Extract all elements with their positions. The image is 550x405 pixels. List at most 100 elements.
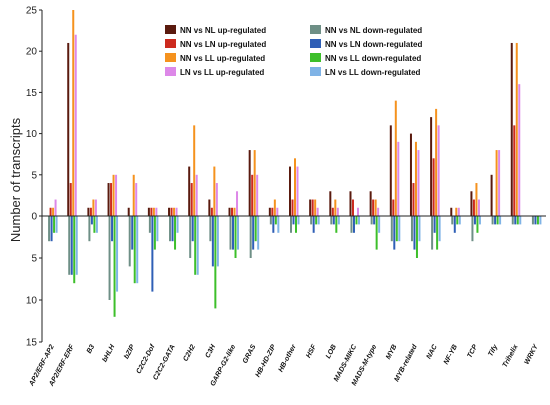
category-label: TCP bbox=[466, 343, 479, 359]
bar-down bbox=[292, 216, 295, 225]
bar-down bbox=[174, 216, 177, 250]
bar-up bbox=[190, 183, 193, 216]
bar-down bbox=[116, 216, 119, 292]
bar-down bbox=[357, 216, 360, 225]
bar-up bbox=[316, 207, 319, 216]
legend-label: NN vs NL up-regulated bbox=[180, 26, 266, 35]
bar-up bbox=[377, 207, 380, 216]
legend-swatch bbox=[310, 67, 321, 76]
bar-down bbox=[499, 216, 502, 225]
bar-up bbox=[369, 191, 372, 216]
bar-down bbox=[375, 216, 378, 250]
bar-up bbox=[256, 174, 259, 216]
bar-up bbox=[195, 174, 198, 216]
legend: NN vs NL up-regulated NN vs LN up-regulat… bbox=[165, 25, 422, 77]
bar-up bbox=[87, 207, 90, 216]
category-label: C2C2-Dof bbox=[136, 343, 157, 375]
legend-label: NN vs LN up-regulated bbox=[180, 40, 266, 49]
bar-down bbox=[378, 216, 381, 233]
bar-up bbox=[397, 141, 400, 216]
bar-up bbox=[236, 191, 239, 216]
bar-down bbox=[95, 216, 98, 233]
category-label: bHLH bbox=[101, 343, 116, 364]
bar-up bbox=[271, 207, 274, 216]
bar-up bbox=[518, 84, 521, 216]
legend-swatch bbox=[310, 25, 321, 34]
bar-down bbox=[478, 216, 481, 225]
category-label: NF-YB bbox=[443, 344, 459, 366]
bar-down bbox=[156, 216, 159, 242]
bar-down bbox=[491, 216, 494, 225]
category-label: GRAS bbox=[242, 343, 258, 364]
bar-down bbox=[133, 216, 136, 284]
y-tick-label: 0 bbox=[31, 212, 37, 223]
bar-down bbox=[234, 216, 237, 258]
bar-down bbox=[75, 216, 78, 275]
bar-down bbox=[55, 216, 58, 233]
bar-up bbox=[173, 207, 176, 216]
bar-down bbox=[315, 216, 318, 225]
bar-down bbox=[111, 216, 114, 242]
bar-down bbox=[297, 216, 300, 225]
bar-up bbox=[437, 125, 440, 216]
bar-down bbox=[453, 216, 456, 233]
bar-up bbox=[74, 34, 77, 216]
bar-up bbox=[208, 199, 211, 216]
bar-down bbox=[476, 216, 479, 233]
bar-up bbox=[253, 150, 256, 216]
bar-down bbox=[458, 216, 461, 225]
bar-down bbox=[310, 216, 313, 225]
bar-up bbox=[435, 108, 438, 216]
category-label: C2C2-GATA bbox=[152, 344, 177, 382]
bar-up bbox=[52, 207, 55, 216]
bar-up bbox=[112, 174, 115, 216]
bar-down bbox=[395, 216, 398, 242]
bar-down bbox=[53, 216, 56, 233]
bar-up bbox=[213, 166, 216, 216]
bar-down bbox=[433, 216, 436, 233]
bar-down bbox=[290, 216, 292, 233]
bar-up bbox=[251, 174, 254, 216]
bar-down bbox=[131, 216, 134, 250]
bar-down bbox=[90, 216, 93, 225]
bar-down bbox=[73, 216, 76, 284]
bar-up bbox=[498, 150, 501, 216]
bar-up bbox=[356, 207, 359, 216]
bar-down bbox=[393, 216, 396, 250]
bar-down bbox=[456, 216, 459, 225]
bar-up bbox=[291, 199, 294, 216]
bar-down bbox=[211, 216, 214, 267]
category-label: NAC bbox=[426, 343, 440, 361]
category-label: C3H bbox=[204, 343, 217, 359]
bar-up bbox=[314, 199, 317, 216]
bar-up bbox=[510, 42, 513, 217]
bar-up bbox=[276, 207, 279, 216]
bar-down bbox=[330, 216, 333, 225]
legend-swatch bbox=[165, 25, 176, 34]
legend-swatch bbox=[165, 53, 176, 62]
legend-swatch bbox=[165, 67, 176, 76]
bar-down bbox=[254, 216, 257, 242]
bar-down bbox=[229, 216, 232, 250]
bar-down bbox=[534, 216, 537, 225]
legend-label: NN vs LL down-regulated bbox=[325, 54, 421, 63]
bar-down bbox=[473, 216, 476, 225]
bar-up bbox=[389, 125, 392, 216]
bar-up bbox=[49, 207, 52, 216]
bar-down bbox=[196, 216, 199, 275]
bar-up bbox=[115, 174, 118, 216]
bar-down bbox=[516, 216, 519, 225]
bar-up bbox=[215, 183, 218, 216]
bar-down bbox=[148, 216, 151, 233]
bar-down bbox=[415, 216, 418, 258]
bar-up bbox=[515, 42, 518, 217]
bar-up bbox=[150, 207, 153, 216]
bar-up bbox=[147, 207, 150, 216]
category-label: LOB bbox=[325, 344, 338, 360]
bar-up bbox=[432, 158, 435, 216]
category-label: HB-other bbox=[278, 343, 299, 374]
bar-up bbox=[132, 174, 135, 216]
bar-up bbox=[92, 199, 95, 216]
bar-up bbox=[228, 207, 231, 216]
